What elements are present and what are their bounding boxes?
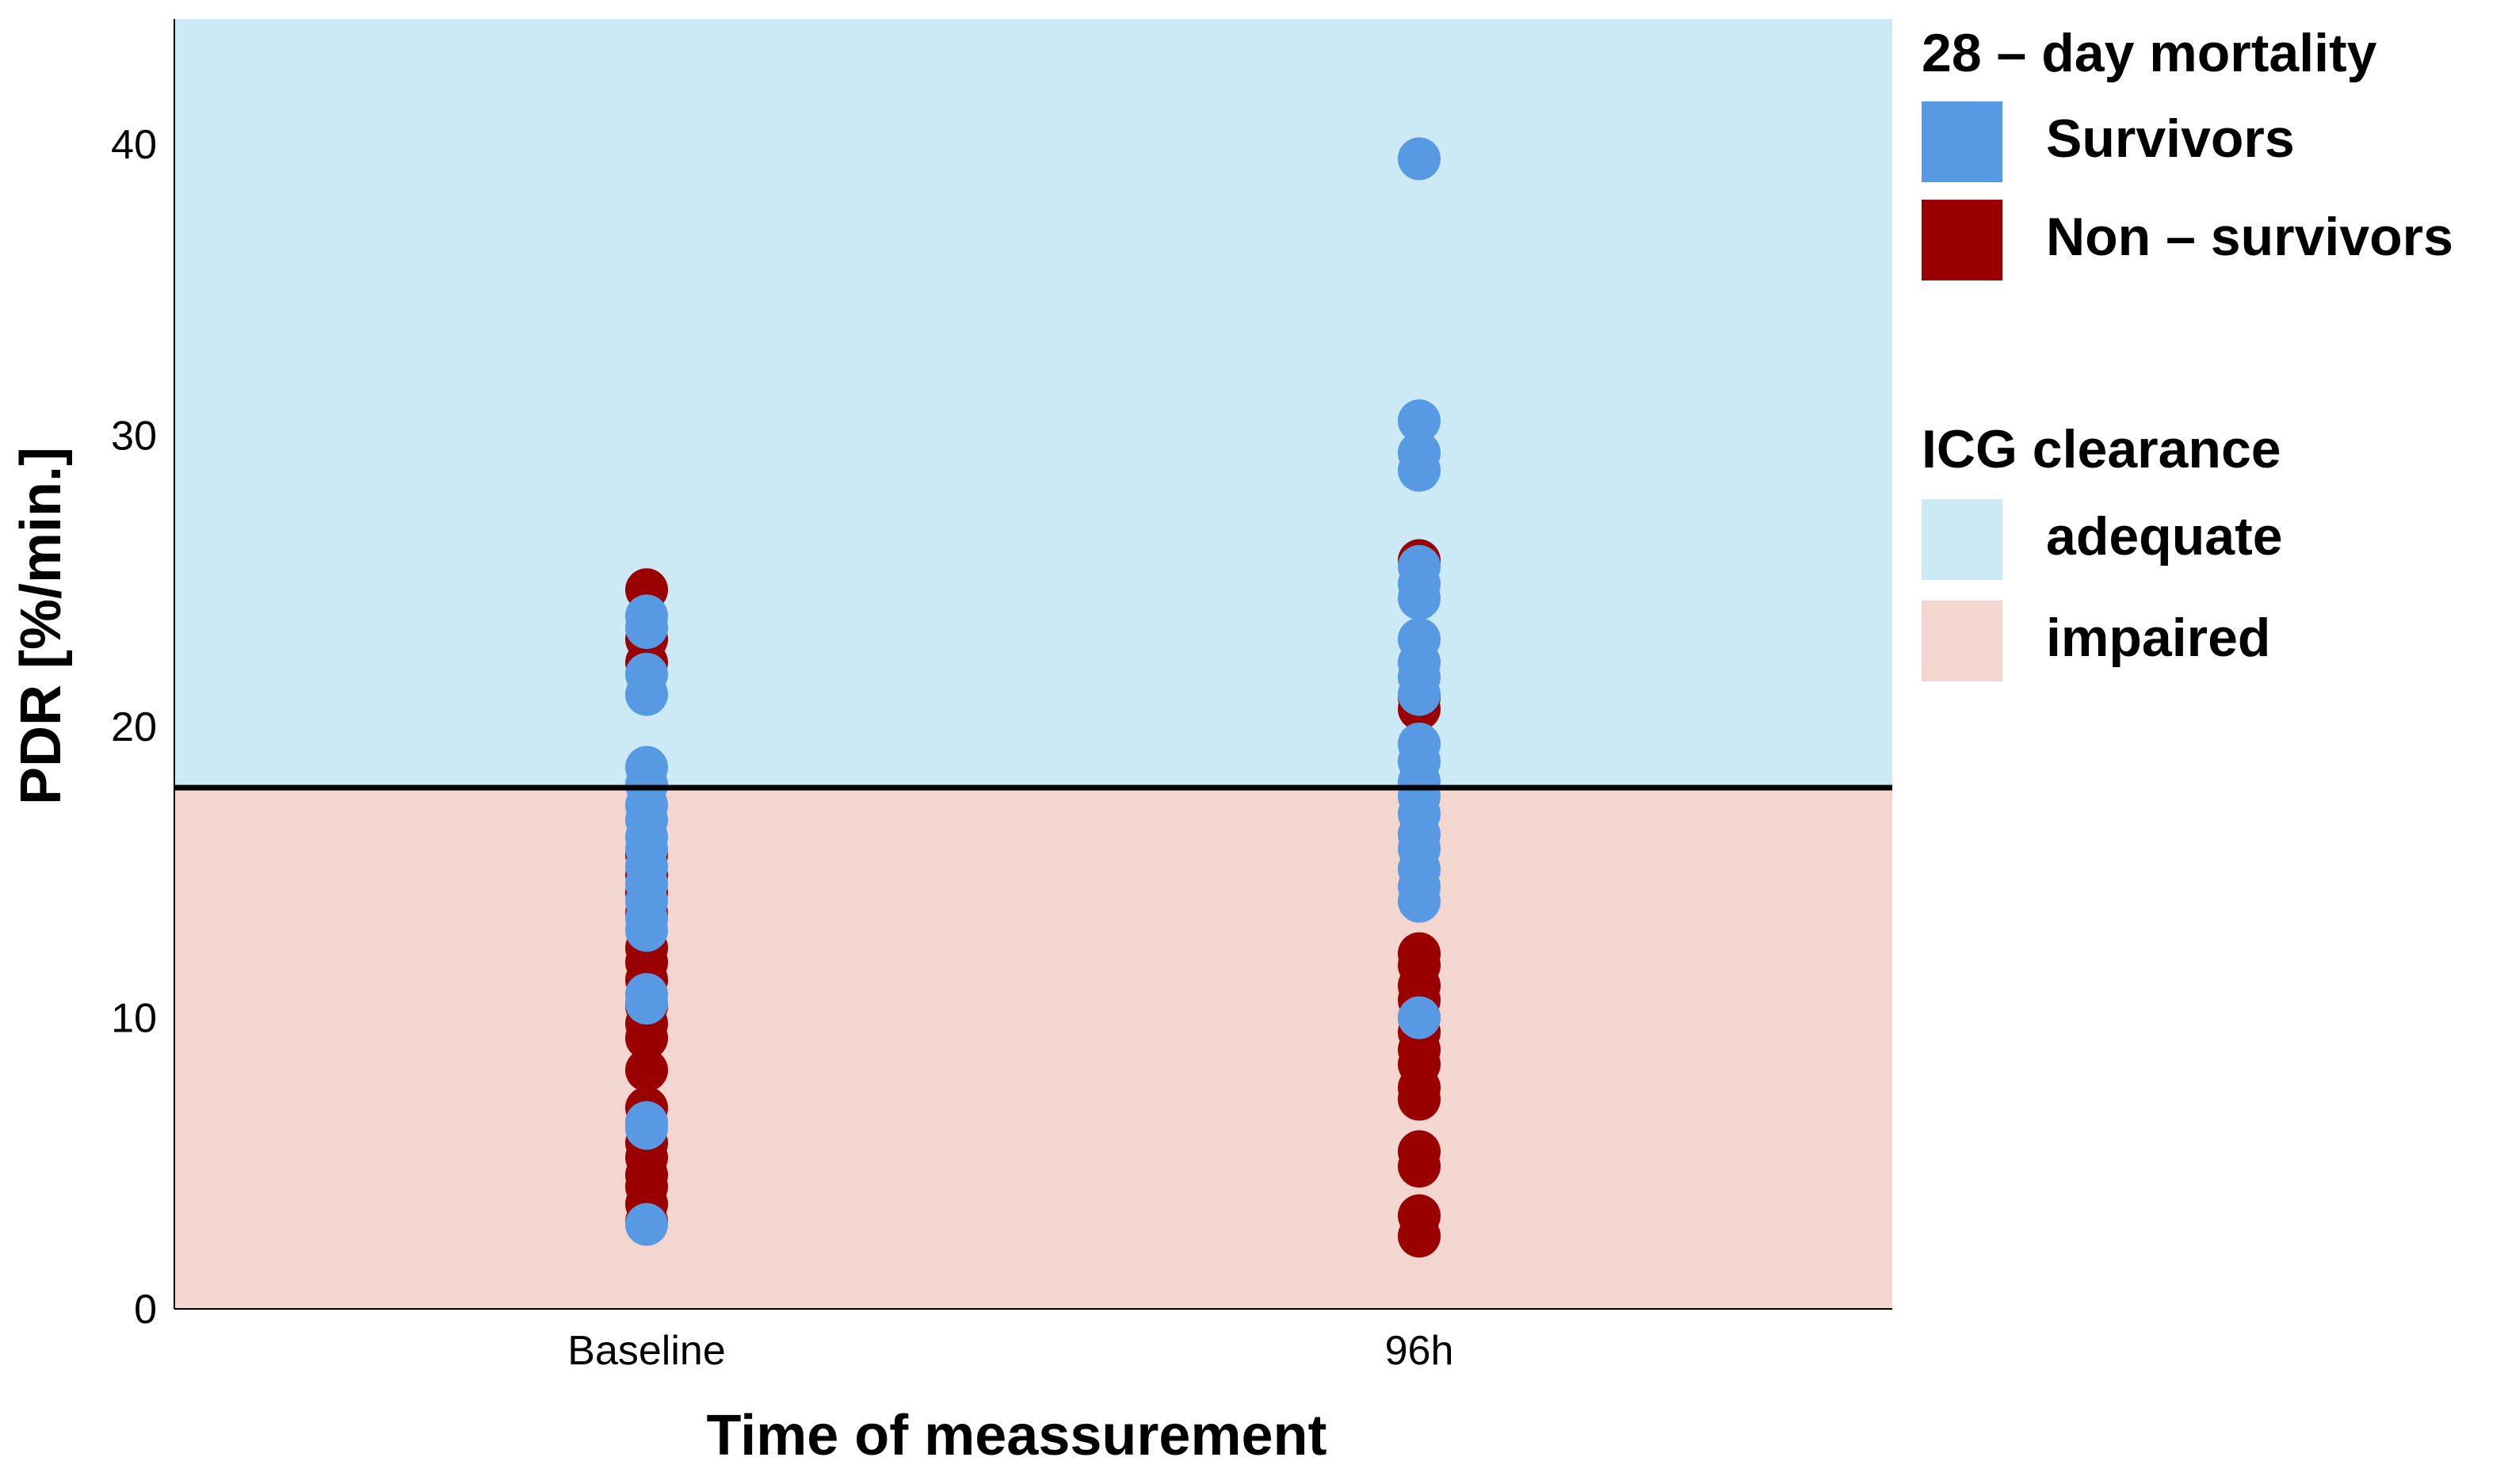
point-survivors: [625, 606, 668, 650]
point-survivors: [1398, 399, 1441, 443]
legend-icg: ICG clearance adequate impaired: [1922, 419, 2283, 681]
point-non-survivors: [625, 1048, 668, 1092]
y-tick-label: 40: [111, 122, 157, 168]
region-adequate: [174, 19, 1892, 788]
point-survivors: [1398, 137, 1441, 181]
point-survivors: [625, 1107, 668, 1150]
legend-non-survivors-label: Non – survivors: [2046, 207, 2453, 267]
y-tick-labels: 0 10 20 30 40: [111, 122, 157, 1333]
point-survivors: [1398, 448, 1441, 492]
y-tick-label: 10: [111, 996, 157, 1042]
point-survivors: [625, 1203, 668, 1246]
legend-adequate-swatch: [1922, 499, 2002, 580]
point-non-survivors: [625, 1017, 668, 1060]
legend-non-survivors-swatch: [1922, 200, 2002, 280]
y-tick-label: 30: [111, 414, 157, 460]
legend-mortality: 28 – day mortality Survivors Non – survi…: [1922, 23, 2453, 280]
legend-impaired-swatch: [1922, 601, 2002, 681]
point-survivors: [625, 673, 668, 716]
point-non-survivors: [1398, 1215, 1441, 1258]
y-tick-label: 0: [134, 1287, 157, 1333]
x-tick-label: Baseline: [567, 1328, 725, 1374]
point-non-survivors: [1398, 1144, 1441, 1188]
y-tick-label: 20: [111, 704, 157, 750]
point-survivors: [1398, 996, 1441, 1040]
point-non-survivors: [1398, 1078, 1441, 1121]
point-survivors: [625, 909, 668, 952]
legend-survivors-label: Survivors: [2046, 109, 2295, 169]
y-axis-title: PDR [%/min.]: [10, 447, 73, 805]
region-impaired: [174, 788, 1892, 1309]
legend-mortality-title: 28 – day mortality: [1922, 23, 2377, 83]
point-survivors: [1398, 673, 1441, 716]
point-survivors: [1398, 577, 1441, 620]
point-survivors: [1398, 879, 1441, 923]
legend-adequate-label: adequate: [2046, 506, 2283, 567]
x-axis-title: Time of meassurement: [707, 1404, 1327, 1467]
plot-area: [174, 19, 1892, 1310]
legend-impaired-label: impaired: [2046, 608, 2270, 668]
legend-icg-title: ICG clearance: [1922, 419, 2281, 479]
x-tick-labels: Baseline 96h: [567, 1328, 1453, 1374]
data-points: [625, 137, 1441, 1258]
point-survivors: [625, 982, 668, 1025]
legend-survivors-swatch: [1922, 101, 2002, 182]
x-tick-label: 96h: [1385, 1328, 1454, 1374]
